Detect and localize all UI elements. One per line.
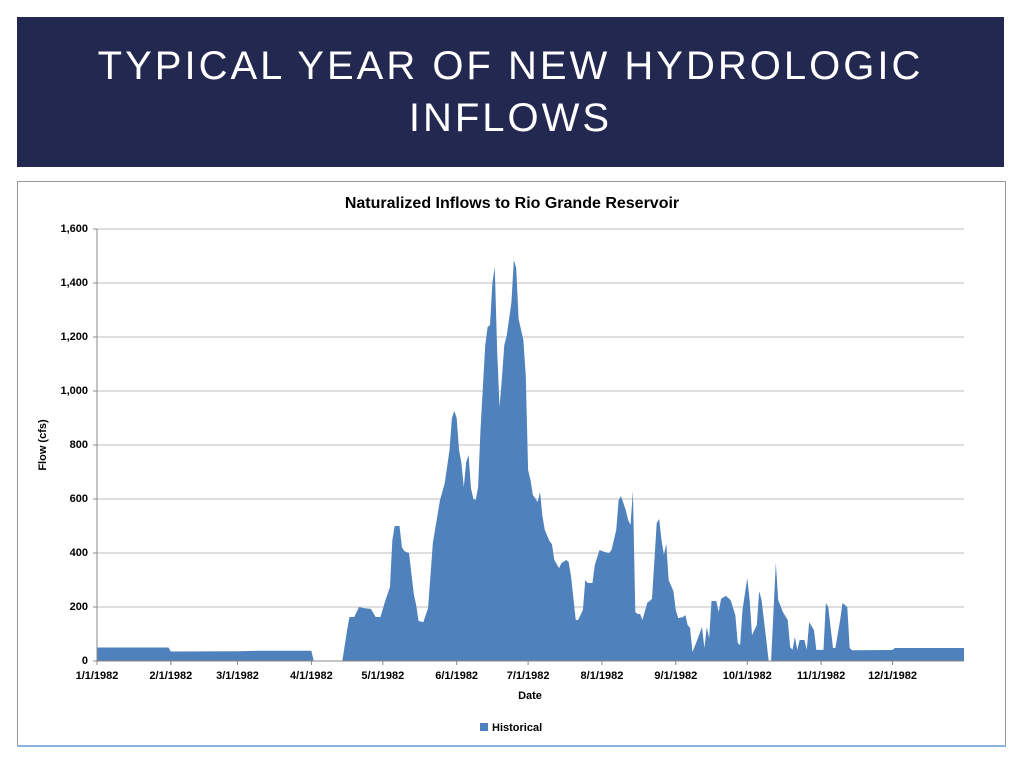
x-tick-label: 12/1/1982 <box>868 670 917 682</box>
x-tick-label: 10/1/1982 <box>723 670 772 682</box>
area <box>97 260 964 661</box>
x-tick-label: 11/1/1982 <box>797 670 845 682</box>
y-tick-label: 600 <box>70 493 88 505</box>
x-tick-label: 1/1/1982 <box>76 670 119 682</box>
legend-label: Historical <box>492 722 542 734</box>
slide-title: TYPICAL YEAR OF NEW HYDROLOGIC INFLOWS <box>97 44 924 140</box>
y-tick-label: 400 <box>70 547 88 559</box>
y-tick-label: 1,200 <box>60 331 88 343</box>
chart-title: Naturalized Inflows to Rio Grande Reserv… <box>345 195 679 212</box>
x-tick-label: 5/1/1982 <box>361 670 404 682</box>
y-axis-title: Flow (cfs) <box>37 419 49 471</box>
x-tick-label: 3/1/1982 <box>216 670 259 682</box>
x-axis-title: Date <box>518 690 542 702</box>
x-tick-label: 7/1/1982 <box>507 670 550 682</box>
y-tick-label: 1,400 <box>60 277 88 289</box>
y-tick-label: 1,000 <box>60 385 88 397</box>
y-tick-label: 0 <box>82 655 88 667</box>
header: TYPICAL YEAR OF NEW HYDROLOGIC INFLOWS <box>17 17 1004 167</box>
x-tick-label: 6/1/1982 <box>435 670 478 682</box>
y-tick-label: 200 <box>70 601 88 613</box>
y-tick-label: 1,600 <box>60 223 88 235</box>
x-tick-label: 2/1/1982 <box>149 670 192 682</box>
legend-swatch <box>480 723 488 731</box>
x-tick-label: 9/1/1982 <box>654 670 697 682</box>
x-tick-label: 8/1/1982 <box>581 670 624 682</box>
y-tick-label: 800 <box>70 439 88 451</box>
x-tick-label: 4/1/1982 <box>290 670 333 682</box>
